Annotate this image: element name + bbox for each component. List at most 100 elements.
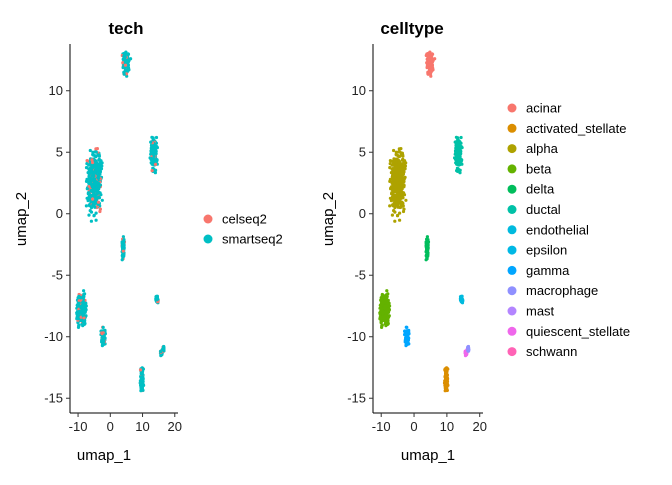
data-point	[404, 339, 408, 343]
data-point	[395, 187, 399, 191]
data-point	[86, 191, 90, 195]
data-point	[400, 200, 404, 204]
data-point	[400, 181, 404, 185]
y-tick-label: 5	[359, 145, 366, 160]
data-point	[402, 193, 407, 197]
data-point	[466, 345, 470, 349]
data-point	[388, 166, 392, 170]
data-point	[392, 148, 396, 153]
data-point	[92, 178, 96, 182]
data-point	[87, 181, 91, 185]
data-point	[393, 183, 397, 187]
legend-label: gamma	[526, 263, 570, 278]
legend-label: acinar	[526, 101, 562, 116]
data-point	[403, 167, 407, 171]
panel-celltype: celltype umap_1 umap_2 -10 0 10 20 -15 -10 -5 0…	[320, 19, 630, 464]
data-point	[80, 304, 84, 309]
data-point	[404, 198, 408, 202]
data-point	[121, 249, 125, 253]
data-point	[426, 72, 430, 76]
data-point	[94, 198, 99, 202]
data-point	[386, 322, 390, 326]
data-point	[125, 68, 129, 73]
data-point	[398, 218, 402, 222]
panel-title-tech: tech	[109, 19, 144, 38]
legend-key	[507, 103, 517, 113]
data-point	[94, 211, 98, 215]
data-point	[380, 299, 384, 303]
data-point	[97, 169, 101, 174]
data-point	[96, 200, 101, 204]
legend-label: beta	[526, 161, 552, 176]
data-point	[121, 61, 125, 65]
data-point	[76, 317, 80, 321]
data-point	[149, 148, 154, 152]
y-tick-label: 5	[56, 145, 63, 160]
data-point	[445, 383, 449, 387]
data-point	[455, 169, 459, 173]
data-point	[94, 147, 98, 151]
data-point	[86, 199, 90, 203]
data-point	[394, 197, 398, 201]
data-point	[380, 303, 384, 307]
data-point	[380, 323, 384, 327]
data-point	[77, 294, 81, 298]
data-point	[81, 320, 85, 324]
data-point	[122, 240, 126, 244]
y-tick-label: -10	[44, 329, 63, 344]
data-point	[126, 62, 130, 66]
data-point	[150, 169, 154, 173]
data-point	[402, 207, 406, 211]
legend-label: smartseq2	[222, 232, 283, 247]
data-point	[81, 295, 85, 299]
data-point	[400, 169, 404, 174]
y-tick-label: -15	[347, 391, 366, 406]
data-point	[92, 191, 96, 195]
data-point	[93, 205, 97, 209]
data-point	[395, 178, 399, 182]
x-tick-label: 20	[472, 419, 486, 434]
data-point	[397, 181, 401, 186]
legend-label: ductal	[526, 202, 561, 217]
data-point	[380, 294, 384, 298]
legend-label: celseq2	[222, 212, 267, 227]
data-point	[391, 178, 395, 182]
data-point	[398, 167, 402, 171]
data-point	[153, 171, 157, 175]
data-point	[459, 145, 463, 149]
data-point	[458, 171, 462, 175]
data-point	[393, 219, 397, 223]
y-axis-title-celltype: umap_2	[320, 192, 337, 246]
data-point	[425, 235, 429, 239]
data-point	[401, 209, 406, 214]
data-point	[387, 301, 391, 305]
legend-key	[507, 286, 517, 296]
data-point	[90, 158, 94, 162]
data-point	[460, 297, 464, 301]
data-point	[121, 235, 125, 239]
data-point	[153, 162, 158, 166]
data-point	[151, 138, 155, 142]
y-tick-label: 0	[359, 206, 366, 221]
data-point	[149, 140, 153, 144]
data-point	[459, 135, 463, 140]
points-tech	[75, 50, 166, 393]
data-point	[138, 368, 143, 372]
data-point	[84, 204, 88, 208]
y-tick-label: -10	[347, 329, 366, 344]
data-point	[93, 169, 97, 173]
y-axis-title-tech: umap_2	[13, 192, 30, 246]
data-point	[398, 198, 402, 202]
legend-key	[507, 184, 517, 194]
legend-key	[507, 225, 517, 235]
data-point	[401, 154, 405, 158]
data-point	[123, 55, 127, 59]
y-tick-label: -5	[51, 268, 63, 283]
data-point	[385, 316, 389, 320]
data-point	[92, 174, 96, 178]
data-point	[397, 147, 401, 151]
data-point	[453, 140, 457, 144]
data-point	[398, 161, 402, 165]
data-point	[161, 345, 166, 349]
